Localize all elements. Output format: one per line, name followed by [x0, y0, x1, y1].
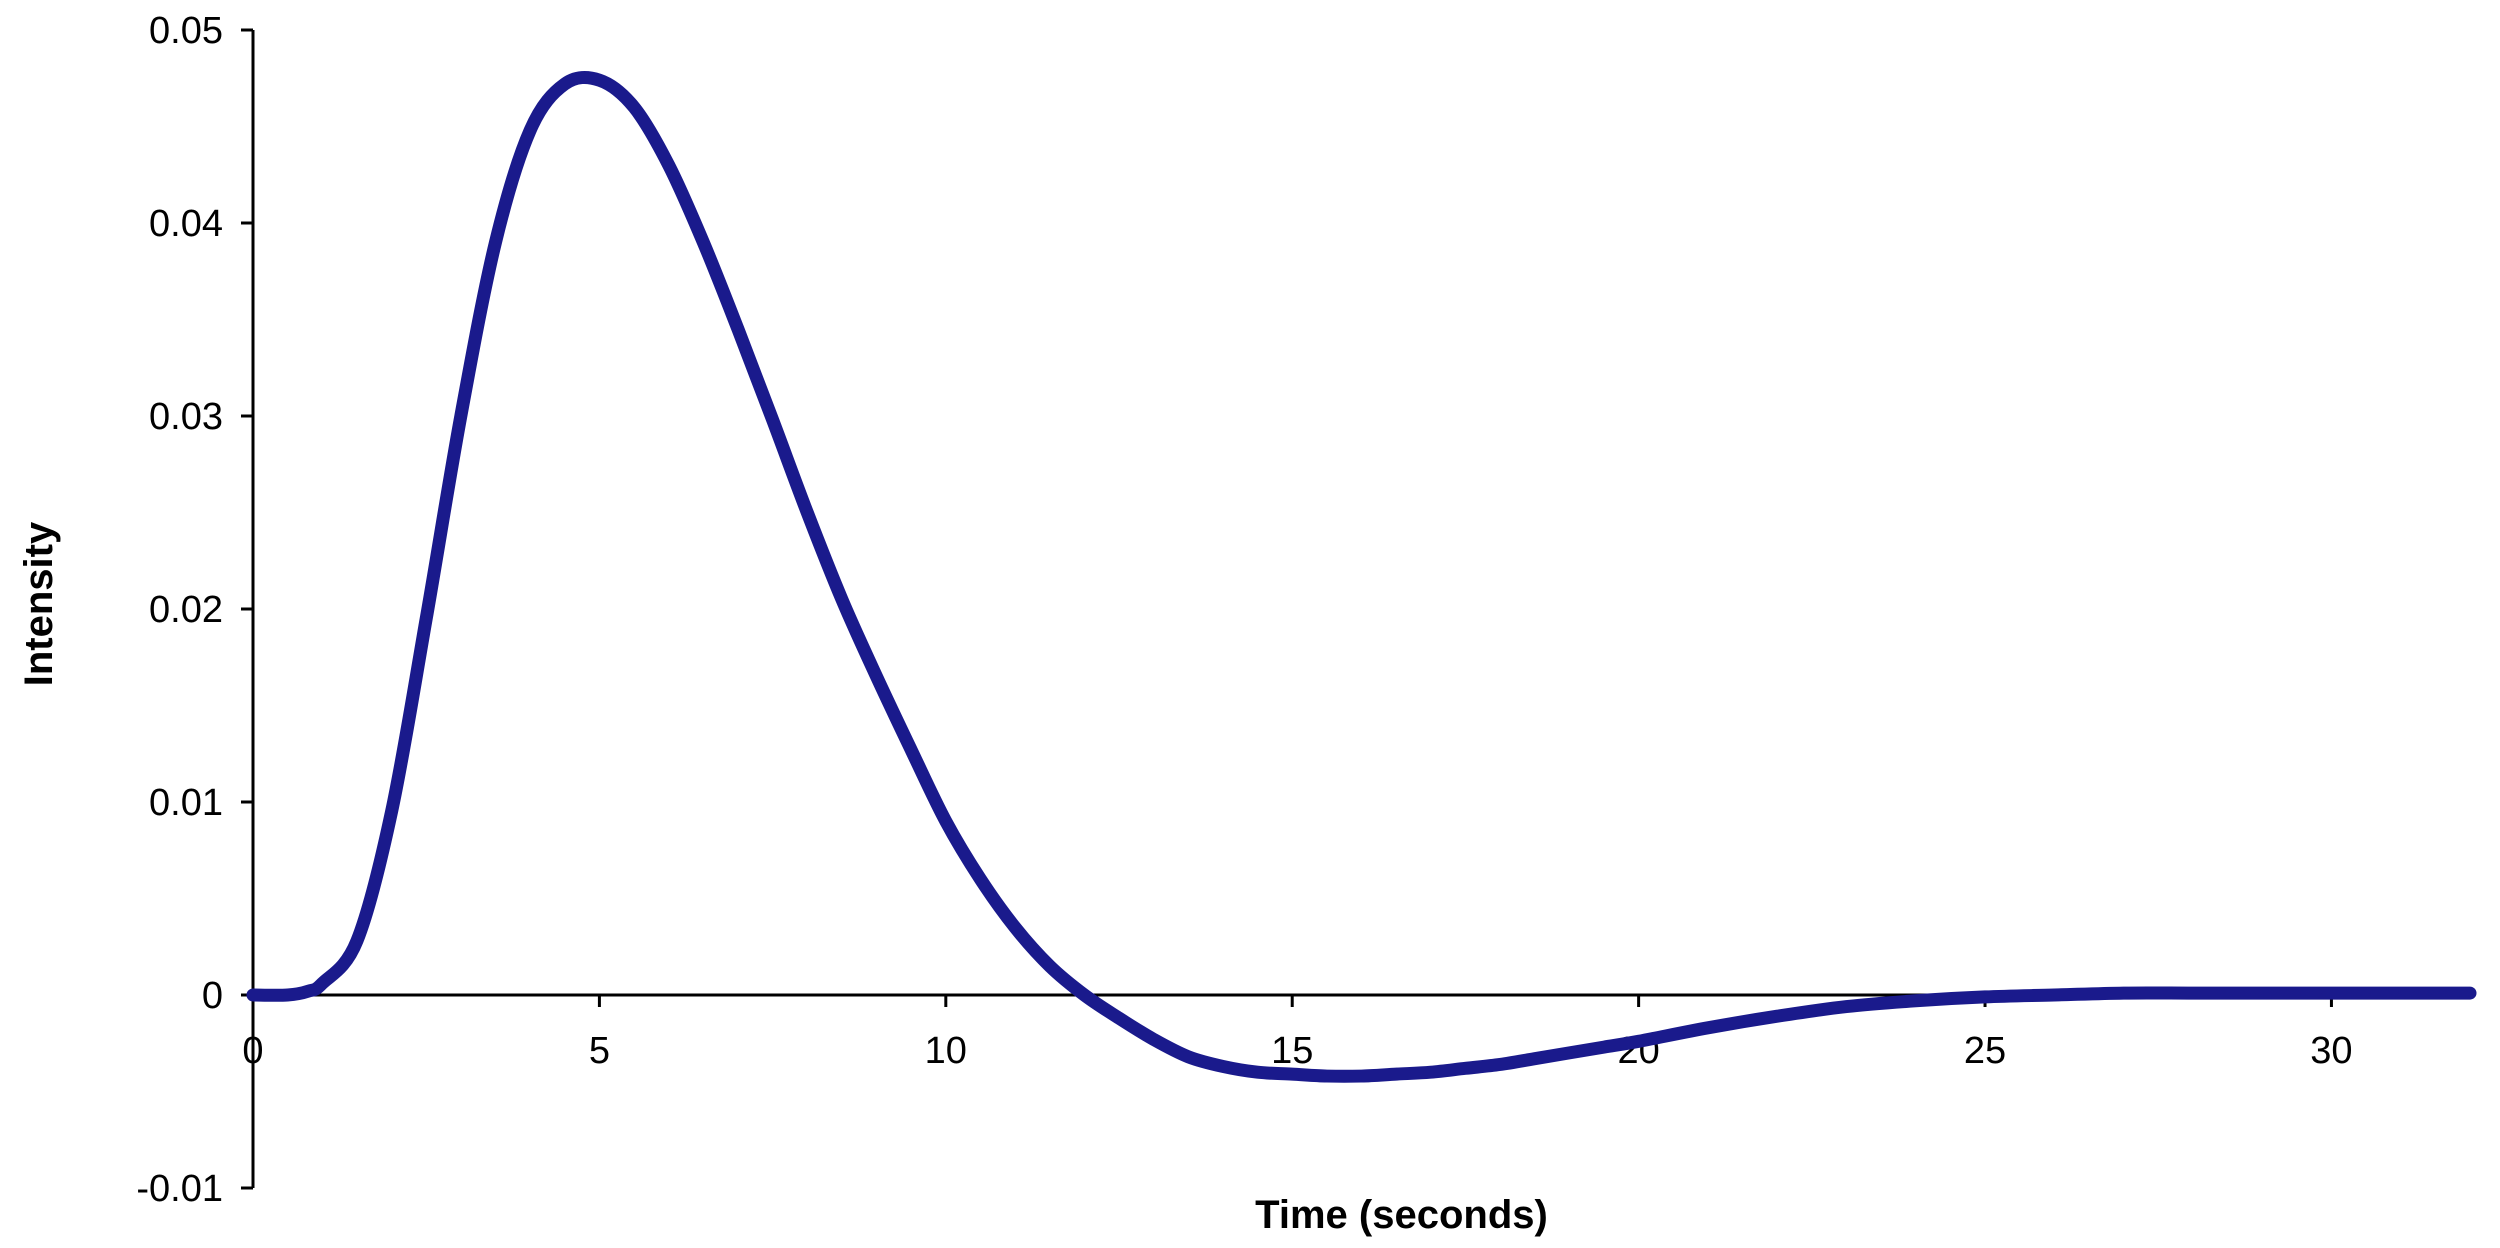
- y-tick-label: 0.04: [149, 203, 223, 245]
- x-tick-label: 10: [925, 1030, 967, 1072]
- y-tick-label: 0.01: [149, 782, 223, 824]
- x-tick-label: 30: [2310, 1030, 2352, 1072]
- y-tick-label: 0.03: [149, 396, 223, 438]
- y-axis-ticks: -0.01 0 0.01 0.02 0.03 0.04 0.05: [136, 10, 253, 1210]
- x-axis-title: Time (seconds): [1255, 1193, 1548, 1237]
- x-axis-ticks: 0 5 10 15 20 25 30: [242, 995, 2353, 1072]
- x-tick-label: 5: [589, 1030, 610, 1072]
- series-line: [246, 71, 2477, 1083]
- y-axis-title: Intensity: [17, 521, 61, 686]
- y-tick-label: 0: [202, 975, 223, 1017]
- y-tick-label: -0.01: [136, 1168, 223, 1210]
- y-tick-label: 0.05: [149, 10, 223, 52]
- x-tick-label: 25: [1964, 1030, 2006, 1072]
- y-tick-label: 0.02: [149, 589, 223, 631]
- x-tick-label: 15: [1271, 1030, 1313, 1072]
